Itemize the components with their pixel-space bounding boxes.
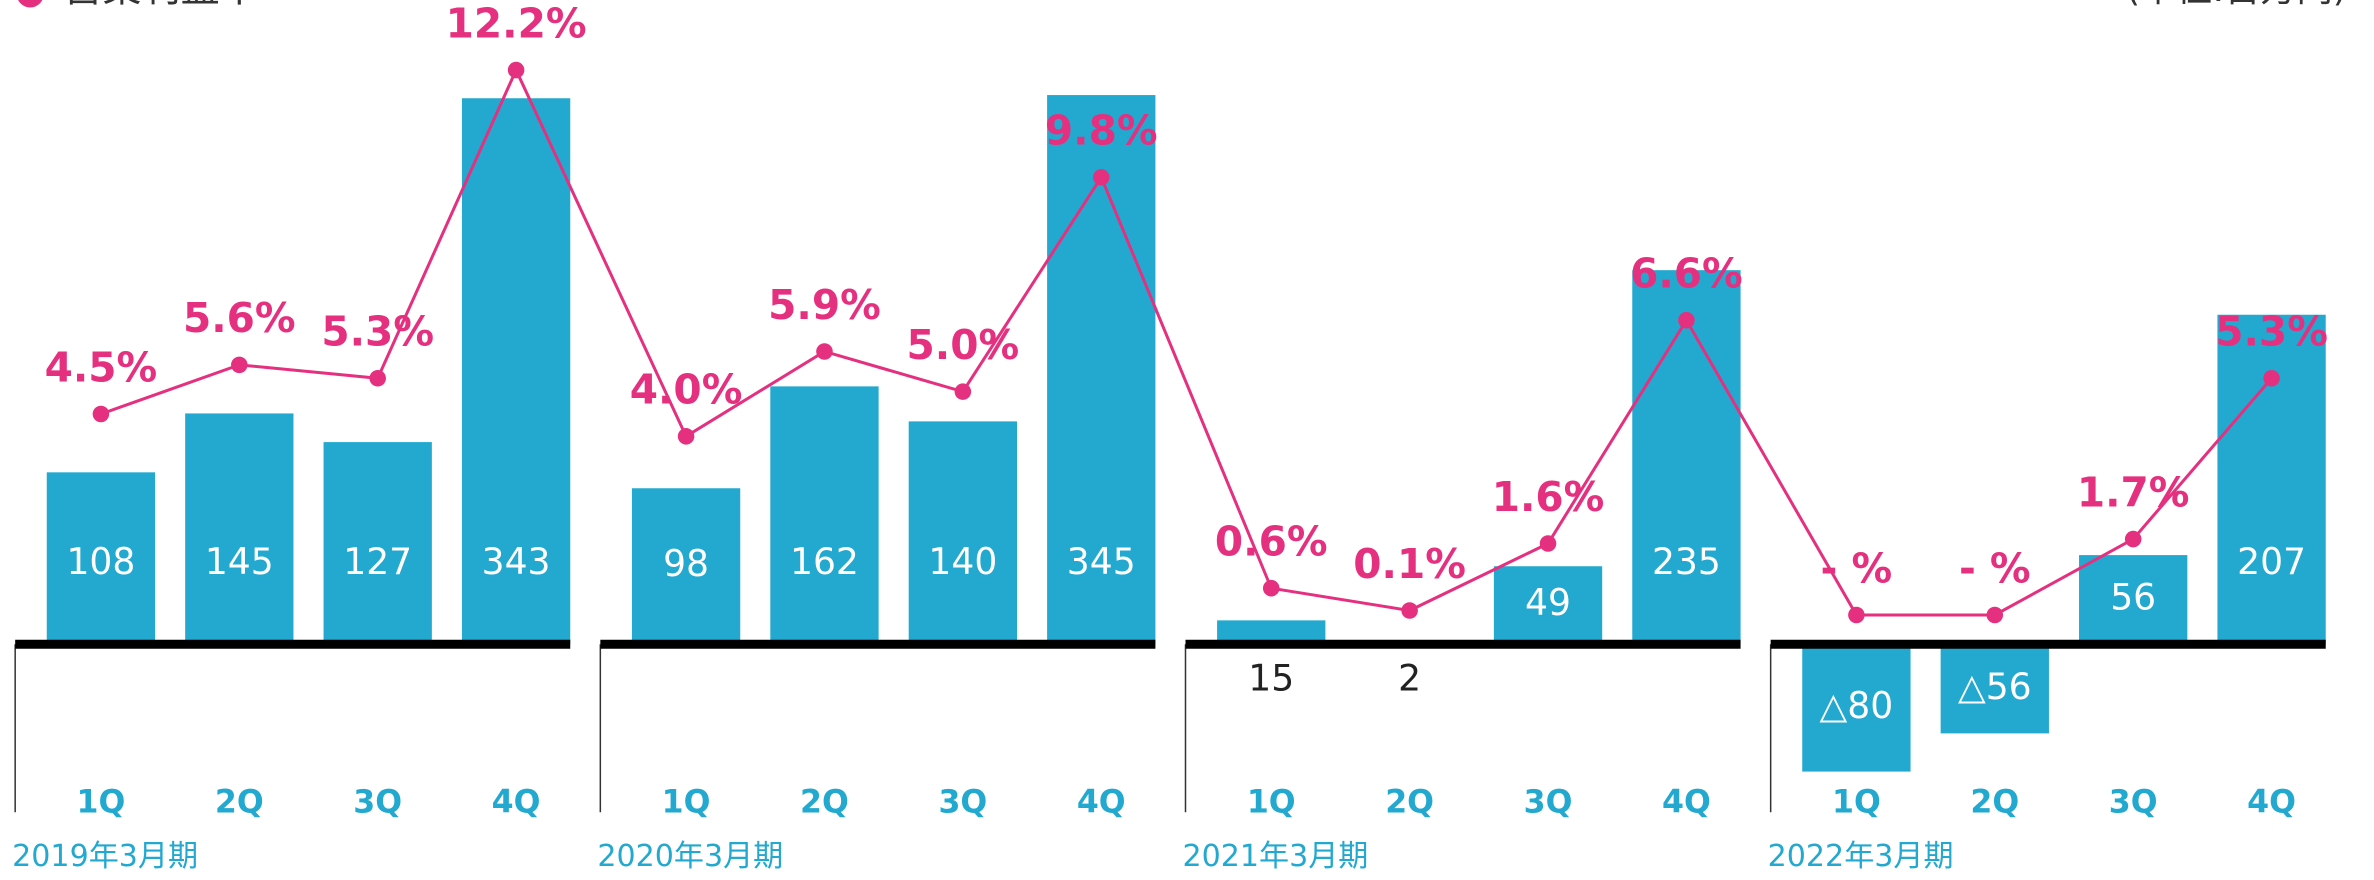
bar-value-label: 207 [2237, 540, 2306, 583]
rate-value-label: 1.6% [1492, 473, 1605, 521]
bar-value-label: 108 [66, 540, 135, 583]
bar-value-label: 56 [2110, 576, 2156, 619]
bar-value-label: 162 [790, 540, 859, 583]
rate-value-label: - % [1959, 544, 2031, 592]
rate-value-label: 4.0% [630, 366, 743, 414]
x-tick-label: 1Q [1832, 784, 1881, 820]
bar-value-label: 345 [1067, 540, 1136, 583]
x-tick-label: 3Q [1524, 784, 1573, 820]
rate-value-label: 0.6% [1215, 518, 1328, 566]
rate-line [100, 66, 2273, 617]
rate-value-label: 6.6% [1630, 250, 1743, 298]
rate-point [507, 61, 525, 79]
bar-value-label: 127 [343, 540, 412, 583]
x-tick-label: 2Q [800, 784, 849, 820]
x-tick-label: 4Q [2247, 784, 2296, 820]
bar [1632, 270, 1741, 645]
bar-value-label: 145 [205, 540, 274, 583]
rate-point [231, 356, 248, 374]
bar-value-label: 98 [663, 542, 709, 585]
bar-value-label: 235 [1652, 540, 1721, 583]
rate-value-label: 4.5% [45, 343, 158, 391]
rate-value-label: 12.2% [446, 0, 587, 47]
bar [461, 98, 571, 645]
rate-point [1262, 579, 1280, 597]
bar [1493, 566, 1603, 645]
x-tick-label: 2Q [1970, 784, 2019, 820]
bar [2217, 314, 2326, 645]
bar [1217, 620, 1326, 645]
bar [908, 421, 1018, 645]
bar [2079, 555, 2188, 645]
bar [323, 442, 432, 645]
rate-point [2263, 369, 2280, 387]
bar-value-label: 2 [1398, 656, 1421, 699]
x-tick-label: 3Q [353, 784, 402, 820]
bar [631, 488, 741, 645]
rate-point [816, 343, 833, 360]
group-label: 2020年3月期 [597, 839, 783, 874]
rate-point [1986, 606, 2004, 624]
rate-point [1401, 602, 1418, 619]
rate-point [92, 405, 110, 423]
x-tick-label: 3Q [2109, 784, 2158, 820]
legend-label: 営業利益率 [63, 0, 259, 11]
x-tick-label: 1Q [1247, 784, 1296, 820]
unit-note: (単位:百万円) [2126, 0, 2347, 10]
rate-point [369, 369, 386, 387]
bar [1047, 95, 1156, 645]
rate-value-label: 5.3% [321, 308, 434, 356]
rate-point [2124, 530, 2142, 548]
bar-value-label: 343 [482, 540, 551, 583]
rate-point [1678, 311, 1695, 329]
bar-value-label: △56 [1958, 665, 2032, 708]
x-tick-label: 1Q [662, 784, 711, 820]
bar-value-label: 49 [1525, 581, 1571, 624]
rate-point [1539, 535, 1557, 552]
bar-value-label: 140 [928, 540, 997, 583]
rate-value-label: 9.8% [1045, 107, 1158, 155]
rate-value-label: 5.6% [183, 294, 296, 342]
group-label: 2022年3月期 [1768, 839, 1954, 874]
rate-value-label: 5.3% [2215, 308, 2328, 356]
rate-point [677, 428, 695, 445]
bar [1802, 644, 1911, 772]
x-tick-label: 2Q [1385, 784, 1434, 820]
rate-point [1092, 168, 1110, 186]
rate-value-label: - % [1821, 544, 1893, 592]
legend-marker [18, 0, 43, 8]
bar-value-label: 15 [1248, 656, 1294, 699]
group-label: 2019年3月期 [12, 839, 198, 874]
group-label: 2021年3月期 [1182, 839, 1368, 874]
x-tick-label: 4Q [1662, 784, 1711, 820]
rate-value-label: 5.0% [907, 321, 1020, 369]
bar-value-label: △80 [1820, 684, 1894, 727]
x-tick-label: 1Q [77, 784, 126, 820]
bar [1940, 644, 2049, 734]
x-tick-label: 3Q [938, 784, 987, 820]
x-tick-label: 4Q [1077, 784, 1126, 820]
rate-value-label: 5.9% [768, 281, 881, 329]
bar [185, 413, 294, 645]
x-tick-label: 2Q [215, 784, 264, 820]
bar [46, 472, 156, 645]
rate-value-label: 0.1% [1353, 540, 1466, 588]
bar [770, 386, 879, 645]
rate-point [1848, 606, 1865, 624]
x-tick-label: 4Q [492, 784, 541, 820]
rate-point [954, 383, 972, 400]
rate-value-label: 1.7% [2077, 468, 2190, 516]
